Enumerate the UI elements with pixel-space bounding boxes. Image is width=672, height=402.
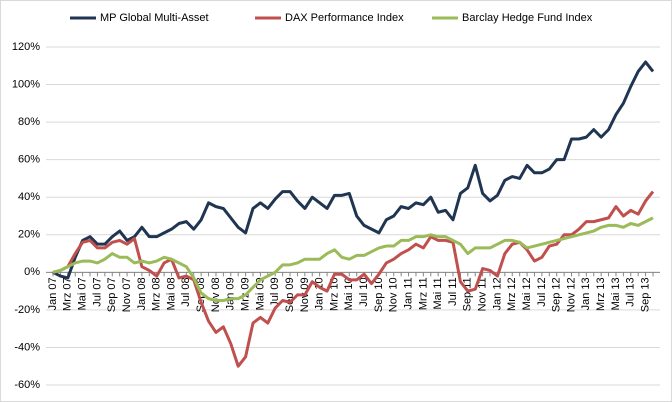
series-line bbox=[52, 60, 655, 280]
x-tick-label: Jan 09 bbox=[225, 277, 237, 310]
y-tick-label: 20% bbox=[18, 229, 40, 241]
legend-label: MP Global Multi-Asset bbox=[100, 12, 209, 24]
x-tick-label: Mai 12 bbox=[521, 277, 533, 310]
x-tick-label: Mrz 08 bbox=[151, 277, 163, 311]
x-tick-label: Mai 08 bbox=[165, 277, 177, 310]
legend-label: Barclay Hedge Fund Index bbox=[462, 12, 593, 24]
y-tick-label: -60% bbox=[14, 379, 40, 391]
series-line bbox=[52, 190, 655, 368]
x-tick-label: Nov 07 bbox=[121, 277, 133, 312]
y-tick-label: 40% bbox=[18, 191, 40, 203]
y-tick-label: 100% bbox=[12, 78, 40, 90]
x-tick-label: Jan 13 bbox=[580, 277, 592, 310]
x-tick-label: Mai 11 bbox=[432, 277, 444, 309]
x-tick-label: Nov 10 bbox=[388, 277, 400, 312]
x-tick-label: Sep 13 bbox=[639, 277, 651, 312]
x-tick-label: Jan 07 bbox=[47, 277, 59, 310]
x-tick-label: Mrz 12 bbox=[506, 277, 518, 311]
x-tick-label: Sep 12 bbox=[551, 277, 563, 312]
y-tick-label: 120% bbox=[12, 41, 40, 53]
x-tick-label: Sep 09 bbox=[284, 277, 296, 312]
x-tick-label: Jul 13 bbox=[625, 277, 637, 306]
x-tick-label: Jul 10 bbox=[358, 277, 370, 306]
x-tick-label: Jan 12 bbox=[491, 277, 503, 310]
x-tick-label: Mai 09 bbox=[254, 277, 266, 310]
x-tick-label: Mrz 13 bbox=[595, 277, 607, 311]
x-tick-label: Mrz 07 bbox=[62, 277, 74, 311]
x-tick-label: Sep 07 bbox=[106, 277, 118, 312]
x-tick-label: Jul 09 bbox=[269, 277, 281, 306]
x-tick-label: Jul 07 bbox=[91, 277, 103, 306]
x-tick-label: Mai 13 bbox=[610, 277, 622, 310]
x-tick-label: Mai 07 bbox=[77, 277, 89, 310]
x-tick-label: Jan 08 bbox=[136, 277, 148, 310]
series-line bbox=[52, 216, 654, 302]
x-tick-label: Jul 11 bbox=[447, 277, 459, 306]
x-tick-label: Mrz 10 bbox=[328, 277, 340, 311]
x-tick-label: Nov 12 bbox=[565, 277, 577, 312]
y-tick-label: 60% bbox=[18, 154, 40, 166]
x-tick-label: Sep 10 bbox=[373, 277, 385, 312]
y-tick-label: -40% bbox=[14, 341, 40, 353]
x-tick-label: Sep 11 bbox=[462, 277, 474, 311]
x-tick-label: Nov 08 bbox=[210, 277, 222, 312]
x-tick-label: Jul 08 bbox=[180, 277, 192, 306]
x-tick-label: Jul 12 bbox=[536, 277, 548, 306]
y-tick-label: -20% bbox=[14, 304, 40, 316]
y-tick-label: 0% bbox=[24, 266, 40, 278]
x-tick-label: Nov 11 bbox=[477, 277, 489, 311]
legend-label: DAX Performance Index bbox=[285, 12, 404, 24]
y-tick-label: 80% bbox=[18, 116, 40, 128]
x-tick-label: Mrz 11 bbox=[417, 277, 429, 310]
x-tick-label: Mai 10 bbox=[343, 277, 355, 310]
x-tick-label: Jan 11 bbox=[402, 277, 414, 309]
